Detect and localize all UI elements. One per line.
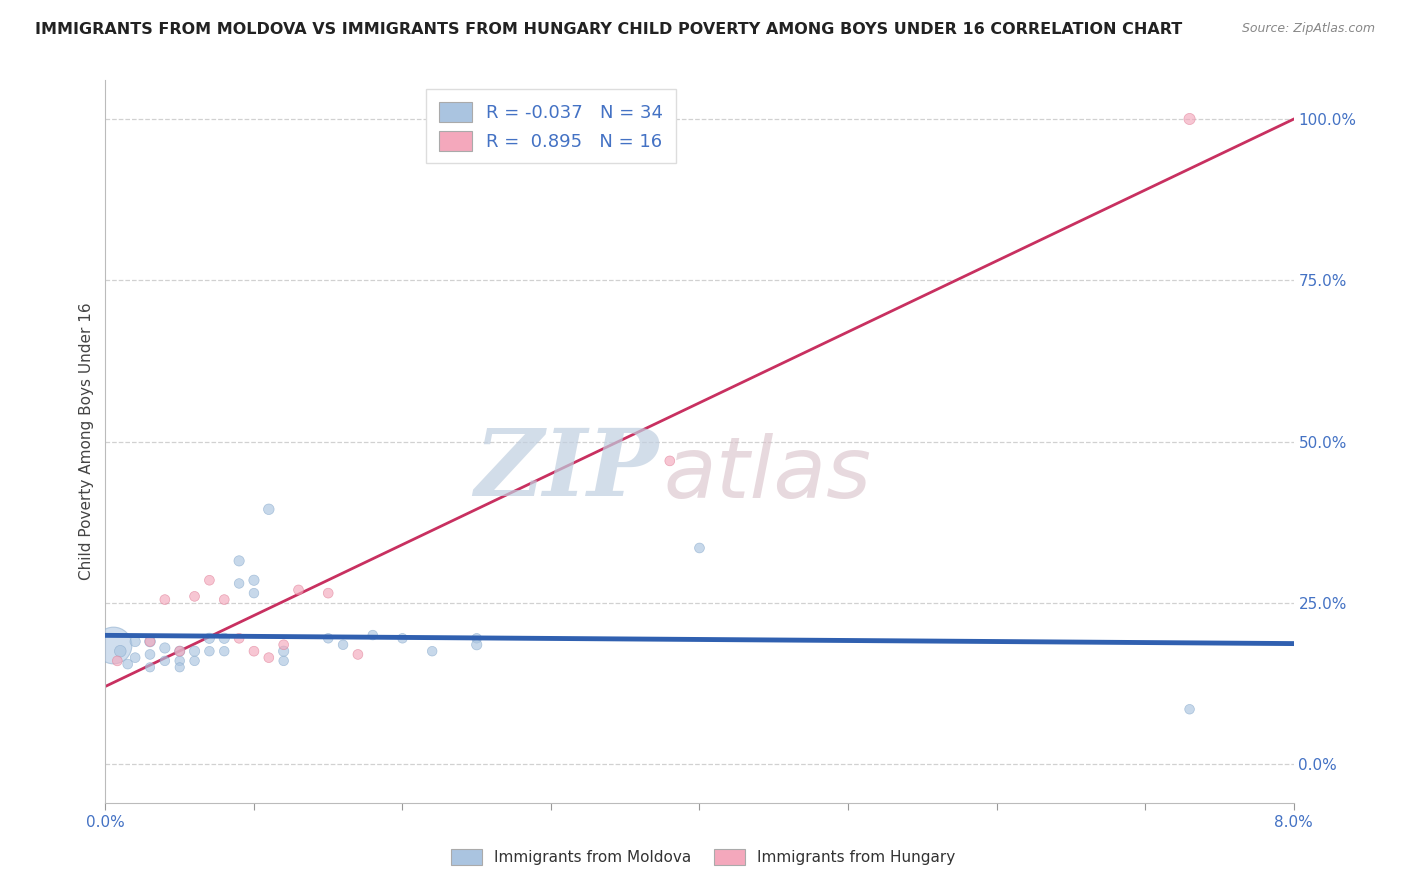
Point xyxy=(347,648,370,662)
Point xyxy=(214,644,236,658)
Point xyxy=(332,638,354,652)
Point xyxy=(169,654,191,668)
Point xyxy=(169,660,191,674)
Point xyxy=(153,654,176,668)
Point xyxy=(243,573,266,587)
Text: ZIP: ZIP xyxy=(474,425,658,516)
Point xyxy=(465,638,488,652)
Point xyxy=(273,638,295,652)
Point xyxy=(105,654,128,668)
Point xyxy=(1178,112,1201,126)
Point xyxy=(287,582,309,597)
Point xyxy=(124,634,146,648)
Point xyxy=(257,650,280,665)
Point xyxy=(1178,702,1201,716)
Point xyxy=(124,650,146,665)
Text: Source: ZipAtlas.com: Source: ZipAtlas.com xyxy=(1241,22,1375,36)
Point xyxy=(391,632,413,646)
Point xyxy=(228,576,250,591)
Legend: R = -0.037   N = 34, R =  0.895   N = 16: R = -0.037 N = 34, R = 0.895 N = 16 xyxy=(426,89,676,163)
Point xyxy=(465,632,488,646)
Point xyxy=(153,640,176,655)
Point xyxy=(658,454,681,468)
Point xyxy=(689,541,711,555)
Point xyxy=(214,632,236,646)
Point xyxy=(228,554,250,568)
Text: atlas: atlas xyxy=(664,433,872,516)
Point xyxy=(214,592,236,607)
Point xyxy=(183,644,205,658)
Point xyxy=(228,632,250,646)
Point xyxy=(153,592,176,607)
Point xyxy=(243,644,266,658)
Point xyxy=(139,634,162,648)
Point xyxy=(110,644,132,658)
Point xyxy=(198,644,221,658)
Text: IMMIGRANTS FROM MOLDOVA VS IMMIGRANTS FROM HUNGARY CHILD POVERTY AMONG BOYS UNDE: IMMIGRANTS FROM MOLDOVA VS IMMIGRANTS FR… xyxy=(35,22,1182,37)
Point xyxy=(243,586,266,600)
Point xyxy=(139,634,162,648)
Point xyxy=(361,628,384,642)
Point xyxy=(169,644,191,658)
Point xyxy=(420,644,443,658)
Point xyxy=(183,590,205,604)
Point xyxy=(316,586,339,600)
Point xyxy=(273,654,295,668)
Point xyxy=(101,638,124,652)
Point xyxy=(257,502,280,516)
Point xyxy=(117,657,139,672)
Point xyxy=(198,573,221,587)
Point xyxy=(183,654,205,668)
Legend: Immigrants from Moldova, Immigrants from Hungary: Immigrants from Moldova, Immigrants from… xyxy=(444,843,962,871)
Point xyxy=(139,660,162,674)
Y-axis label: Child Poverty Among Boys Under 16: Child Poverty Among Boys Under 16 xyxy=(79,302,94,581)
Point xyxy=(139,648,162,662)
Point xyxy=(316,632,339,646)
Point xyxy=(273,644,295,658)
Point xyxy=(169,644,191,658)
Point xyxy=(198,632,221,646)
